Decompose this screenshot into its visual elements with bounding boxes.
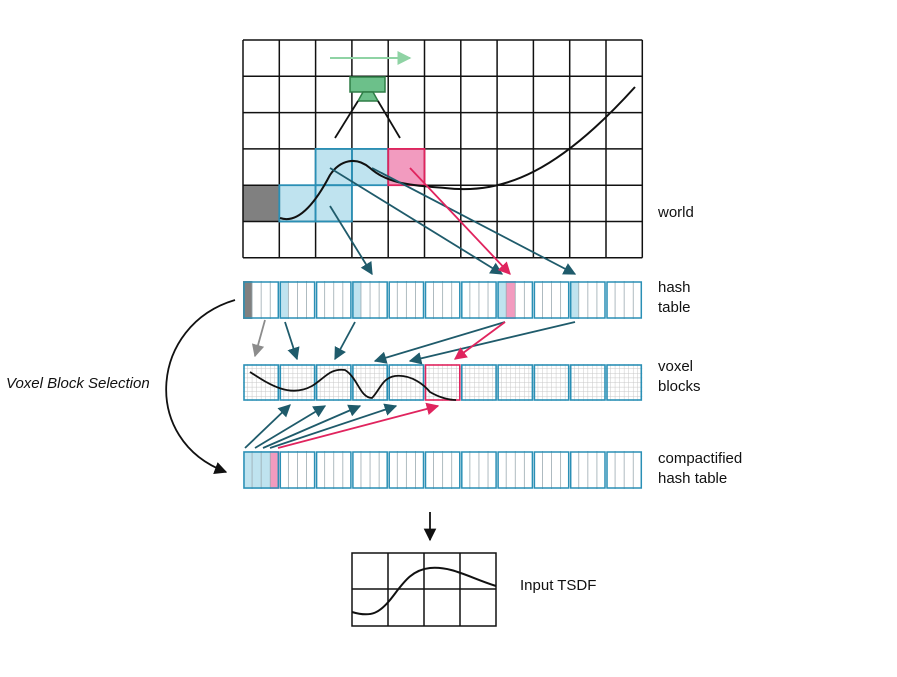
table-bucket [424, 281, 461, 319]
table-bucket [388, 451, 425, 489]
compact-to-voxel-arrows [244, 402, 440, 449]
input-tsdf-curve [351, 566, 497, 616]
table-bucket [279, 281, 316, 319]
voxel-block [243, 364, 280, 401]
voxel-block [533, 364, 570, 401]
label-world: world [657, 204, 694, 221]
label-voxel-block-selection: Voxel Block Selection [6, 375, 150, 392]
table-bucket [315, 451, 352, 489]
label-voxel-blocks-2: blocks [658, 378, 701, 395]
world-grid [242, 39, 644, 259]
table-bucket [569, 281, 606, 319]
table-slot-filled [506, 281, 516, 319]
table-slot-filled [270, 451, 280, 489]
table-bucket [569, 451, 606, 489]
table-bucket [606, 281, 643, 319]
table-bucket [497, 451, 534, 489]
input-tsdf-grid [351, 552, 497, 627]
world-surface-curve [279, 86, 636, 221]
voxel-block [497, 364, 534, 401]
label-compact-1: compactified [658, 450, 742, 467]
compactified-hash-table [243, 451, 643, 489]
label-voxel-blocks-1: voxel [658, 358, 693, 375]
table-slot-filled [279, 281, 289, 319]
table-slot-filled [351, 281, 361, 319]
world-to-hash-arrows [329, 167, 577, 276]
table-bucket [388, 281, 425, 319]
voxel-block [388, 364, 425, 401]
label-compact-2: hash table [658, 470, 727, 487]
world-cell [315, 148, 352, 186]
table-bucket [352, 281, 388, 319]
voxel-block-selection-arrow [165, 299, 236, 474]
voxel-block [279, 364, 316, 401]
voxel-block [460, 364, 497, 401]
voxel-blocks [243, 364, 643, 401]
table-bucket [461, 281, 497, 319]
table-bucket [461, 451, 497, 489]
table-bucket [533, 451, 570, 489]
table-bucket [243, 281, 280, 319]
voxel-block [606, 364, 643, 401]
table-slot-filled [569, 281, 579, 319]
table-slot-filled [243, 281, 253, 319]
table-bucket [497, 281, 534, 319]
voxel-surface-curve [249, 368, 457, 401]
label-input-tsdf: Input TSDF [520, 577, 596, 594]
voxel-block [569, 364, 606, 401]
hash-table [243, 281, 643, 319]
voxel-block-highlighted [424, 364, 461, 401]
table-slot-filled [243, 451, 253, 489]
table-slot-filled [261, 451, 271, 489]
table-bucket [315, 281, 352, 319]
table-bucket [533, 281, 570, 319]
table-slot-filled [497, 281, 507, 319]
label-hash-table-2: table [658, 299, 691, 316]
world-cell [243, 185, 280, 222]
label-hash-table-1: hash [658, 279, 691, 296]
table-bucket [606, 451, 643, 489]
table-bucket [279, 451, 316, 489]
table-bucket [352, 451, 388, 489]
hash-to-voxel-arrows [251, 319, 576, 365]
table-slot-filled [252, 451, 262, 489]
camera-icon [334, 76, 401, 139]
table-bucket [243, 451, 280, 489]
table-bucket [424, 451, 461, 489]
voxel-block [352, 364, 388, 401]
